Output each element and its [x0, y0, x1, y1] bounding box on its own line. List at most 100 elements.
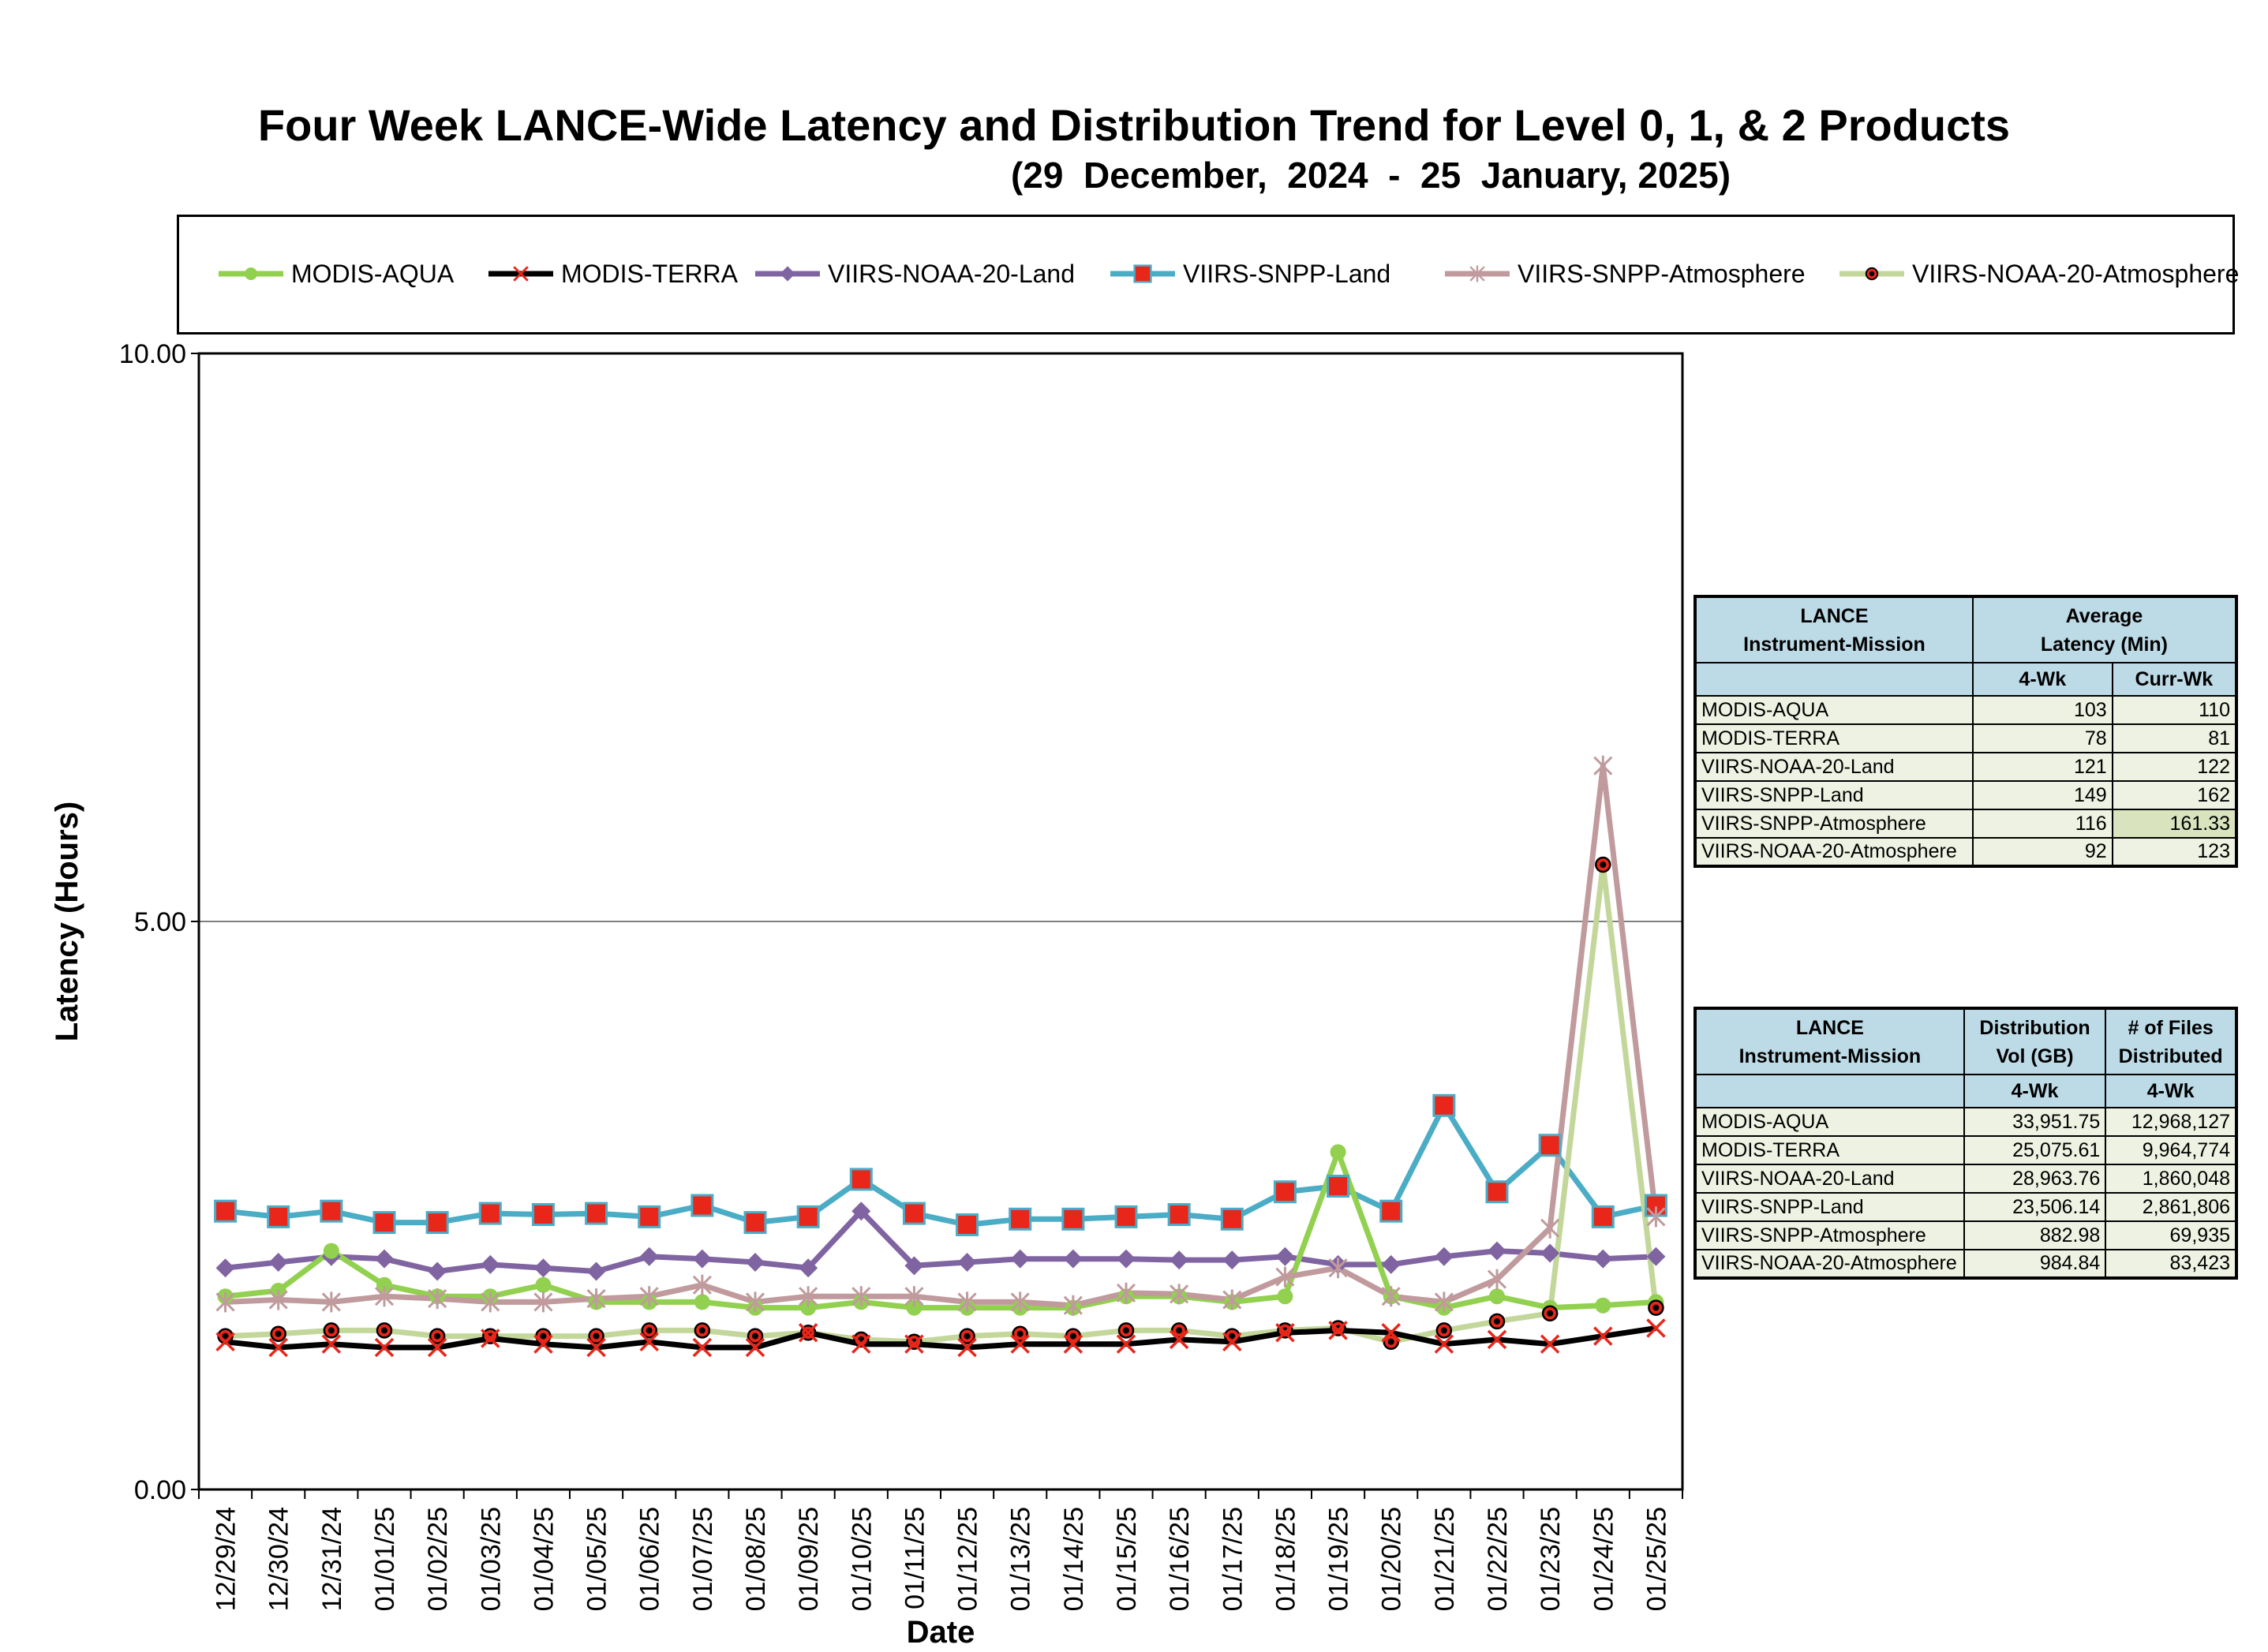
legend-label: VIIRS-NOAA-20-Land [828, 259, 1076, 288]
latency-row: MODIS-AQUA 103 110 [1694, 695, 2238, 725]
data-point-viirs-snpp-land [478, 1202, 502, 1225]
x-tick-label: 01/03/25 [476, 1507, 506, 1611]
data-point-viirs-noaa-20-land [481, 1254, 500, 1274]
dist-header-blank [1694, 1074, 1965, 1108]
latency-instrument-cell: VIIRS-SNPP-Land [1694, 780, 1974, 810]
data-point-modis-aqua [1277, 1288, 1293, 1305]
data-point-viirs-noaa-20-land [1540, 1243, 1560, 1263]
distribution-row: VIIRS-SNPP-Land 23,506.14 2,861,806 [1694, 1192, 2237, 1222]
data-point-modis-terra [1381, 1323, 1401, 1343]
y-axis-title: Latency (Hours) [50, 802, 84, 1042]
x-tick-label: 01/06/25 [635, 1507, 665, 1611]
dist-instrument-cell: VIIRS-NOAA-20-Atmosphere [1694, 1249, 1965, 1279]
latency-instrument-cell: VIIRS-SNPP-Atmosphere [1694, 809, 1974, 839]
latency-instrument-cell: VIIRS-NOAA-20-Atmosphere [1694, 837, 1974, 867]
latency-currwk-cell: 123 [2111, 837, 2238, 867]
data-point-viirs-snpp-atmosphere [215, 1291, 235, 1313]
dist-volume-cell: 882.98 [1963, 1220, 2107, 1250]
dist-header-files-4wk: 4-Wk [2105, 1074, 2237, 1108]
data-point-viirs-snpp-land [796, 1205, 820, 1228]
legend-item: VIIRS-SNPP-Land [1107, 256, 1390, 291]
data-point-modis-aqua [694, 1294, 710, 1310]
data-point-viirs-noaa-20-land [1222, 1250, 1242, 1270]
x-tick-label: 01/15/25 [1112, 1507, 1142, 1611]
data-point-viirs-noaa-20-land [215, 1258, 235, 1278]
x-tick-label: 01/07/25 [688, 1507, 718, 1611]
data-point-viirs-noaa-20-land [1117, 1249, 1136, 1269]
data-point-viirs-snpp-land [1009, 1207, 1032, 1231]
data-point-viirs-noaa-20-atmosphere [1383, 1333, 1399, 1351]
x-tick-label: 01/11/25 [900, 1507, 930, 1609]
data-point-modis-terra [374, 1337, 395, 1358]
data-point-viirs-snpp-atmosphere [1593, 755, 1613, 776]
data-point-viirs-snpp-land [1061, 1207, 1085, 1231]
x-tick-label: 12/30/24 [264, 1507, 294, 1611]
data-point-viirs-noaa-20-land [1381, 1254, 1401, 1274]
data-point-modis-aqua [376, 1276, 392, 1293]
data-point-viirs-snpp-land [1114, 1205, 1138, 1228]
dist-instrument-cell: MODIS-AQUA [1694, 1107, 1965, 1137]
dist-instrument-cell: VIIRS-NOAA-20-Land [1694, 1164, 1965, 1194]
latency-4wk-cell: 78 [1971, 723, 2113, 753]
data-point-modis-terra [1487, 1329, 1507, 1350]
data-point-viirs-noaa-20-land [692, 1249, 712, 1269]
data-point-modis-terra [1169, 1329, 1189, 1350]
y-tick-label: 0.00 [134, 1475, 186, 1505]
data-point-viirs-noaa-20-land [1063, 1249, 1083, 1269]
series-line-modis-aqua [225, 1149, 1656, 1311]
data-point-viirs-noaa-20-atmosphere [1541, 1305, 1559, 1322]
data-point-modis-aqua [1595, 1297, 1611, 1314]
data-point-modis-terra [1540, 1334, 1560, 1354]
latency-currwk-cell: 162 [2111, 780, 2238, 810]
x-tick-label: 01/24/25 [1589, 1507, 1619, 1611]
data-point-viirs-snpp-land [531, 1203, 555, 1227]
latency-row: MODIS-TERRA 78 81 [1694, 723, 2238, 753]
data-point-viirs-noaa-20-land [533, 1258, 553, 1278]
latency-4wk-cell: 121 [1971, 752, 2113, 782]
data-point-viirs-snpp-land [425, 1211, 449, 1235]
data-point-viirs-noaa-20-atmosphere [1065, 1328, 1082, 1344]
latency-currwk-cell: 122 [2111, 752, 2238, 782]
dist-files-cell: 69,935 [2105, 1220, 2237, 1250]
x-tick-label: 01/14/25 [1059, 1507, 1089, 1611]
distribution-row: MODIS-TERRA 25,075.61 9,964,774 [1694, 1135, 2237, 1165]
data-point-viirs-noaa-20-atmosphere [1648, 1299, 1664, 1316]
legend-swatch-icon [1445, 265, 1510, 282]
data-point-viirs-noaa-20-land [586, 1261, 606, 1281]
data-point-viirs-snpp-atmosphere [1646, 1206, 1666, 1228]
data-point-viirs-snpp-atmosphere [481, 1291, 500, 1313]
data-point-viirs-noaa-20-atmosphere [270, 1325, 286, 1342]
x-tick-label: 01/08/25 [741, 1507, 771, 1611]
x-tick-label: 01/25/25 [1641, 1507, 1671, 1611]
legend-swatch-icon [1839, 267, 1904, 281]
latency-4wk-cell: 116 [1971, 809, 2113, 839]
data-point-modis-terra [586, 1337, 606, 1358]
dist-files-cell: 12,968,127 [2105, 1107, 2237, 1137]
data-point-viirs-snpp-land [1485, 1180, 1509, 1204]
latency-currwk-cell: 110 [2111, 695, 2238, 725]
data-point-viirs-snpp-atmosphere [1063, 1295, 1083, 1316]
data-point-viirs-noaa-20-land [268, 1253, 288, 1272]
data-point-modis-terra [1328, 1321, 1348, 1340]
data-point-viirs-snpp-land [1432, 1093, 1456, 1117]
data-point-viirs-noaa-20-land [746, 1253, 765, 1272]
data-point-viirs-noaa-20-atmosphere [1595, 856, 1611, 873]
data-point-viirs-noaa-20-atmosphere [376, 1322, 393, 1339]
data-point-viirs-snpp-atmosphere [1381, 1286, 1401, 1307]
chart-title: Four Week LANCE-Wide Latency and Distrib… [257, 100, 2011, 150]
series-line-viirs-noaa-20-land [225, 1208, 1656, 1274]
data-point-viirs-noaa-20-land [1275, 1246, 1295, 1266]
dist-files-cell: 2,861,806 [2105, 1192, 2237, 1222]
x-tick-label: 01/16/25 [1165, 1507, 1195, 1611]
latency-row: VIIRS-SNPP-Land 149 162 [1694, 780, 2238, 810]
data-point-modis-terra [639, 1332, 659, 1352]
x-tick-label: 01/01/25 [370, 1507, 400, 1611]
data-point-modis-terra [533, 1334, 553, 1354]
data-point-modis-terra [957, 1337, 977, 1358]
legend-item: MODIS-AQUA [215, 256, 454, 291]
legend-item: MODIS-TERRA [485, 256, 738, 291]
legend-item: VIIRS-NOAA-20-Land [752, 256, 1075, 291]
dist-header-vol-4wk: 4-Wk [1963, 1074, 2107, 1108]
data-point-viirs-snpp-atmosphere [1222, 1289, 1242, 1310]
latency-instrument-cell: MODIS-TERRA [1694, 723, 1974, 753]
